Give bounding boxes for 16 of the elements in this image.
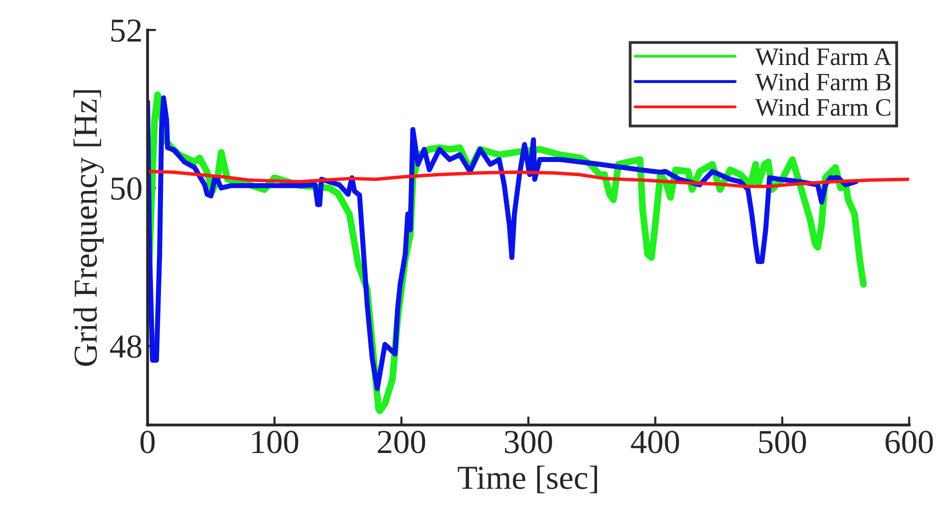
- y-axis-title: Grid Frequency [Hz]: [73, 90, 104, 366]
- x-tick-label: 400: [630, 430, 680, 454]
- x-axis-title: Time [sec]: [458, 466, 598, 494]
- legend-label: Wind Farm C: [755, 98, 890, 116]
- legend-label: Wind Farm B: [755, 72, 890, 91]
- x-tick-label: 200: [378, 430, 426, 454]
- x-tick-label: 300: [504, 430, 552, 454]
- x-tick-label: 600: [886, 430, 933, 454]
- line-series: [148, 170, 910, 188]
- y-tick-label: 52: [111, 19, 141, 42]
- legend-label: Wind Farm A: [755, 48, 892, 66]
- y-tick-label: 50: [111, 177, 142, 200]
- x-tick-label: 100: [252, 430, 298, 454]
- x-tick-label: 0: [140, 430, 155, 454]
- x-tick-label: 500: [759, 430, 806, 454]
- y-tick-label: 48: [110, 335, 142, 358]
